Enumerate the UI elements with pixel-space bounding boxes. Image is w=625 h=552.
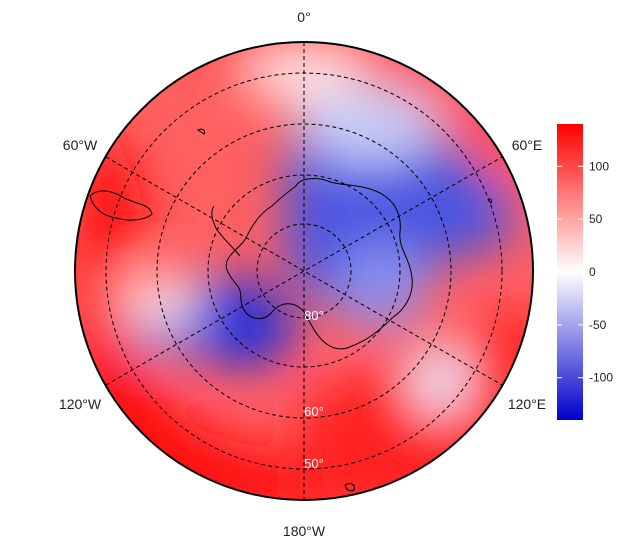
colorbar-tick-label: 50 <box>589 212 603 226</box>
colorbar: 100 50 0 -50 -100 <box>557 124 613 420</box>
colorbar-tick-label: 0 <box>589 265 596 279</box>
lat-label-80: 80° <box>304 308 324 323</box>
lon-label-upper-right: 60°E <box>512 137 543 153</box>
lon-label-top: 0° <box>297 9 310 25</box>
lon-label-lower-right: 120°E <box>508 396 546 412</box>
lon-label-lower-left: 120°W <box>59 396 102 412</box>
colorbar-tick-label: 100 <box>589 159 609 173</box>
colorbar-tick-label: -100 <box>589 371 613 385</box>
lat-label-60: 60° <box>304 404 324 419</box>
lon-label-upper-left: 60°W <box>63 137 98 153</box>
map-boundary <box>74 41 534 501</box>
coastline <box>89 128 493 492</box>
graticule <box>105 42 503 500</box>
lon-label-bottom: 180°W <box>283 523 326 539</box>
lat-label-50: 50° <box>304 456 324 471</box>
colorbar-tick-label: -50 <box>589 318 607 332</box>
